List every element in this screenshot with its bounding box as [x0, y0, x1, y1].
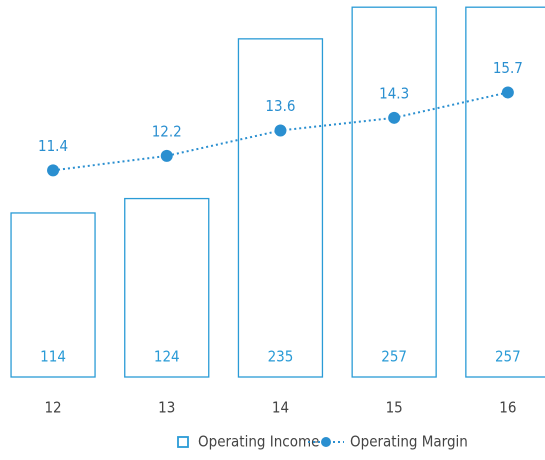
- x-tick-label: 12: [44, 399, 61, 417]
- bar-value-label: 257: [381, 348, 407, 366]
- line-value-label: 13.6: [265, 97, 295, 115]
- x-tick-label: 16: [499, 399, 516, 417]
- bar: [237, 38, 324, 378]
- legend-swatch: [177, 436, 189, 448]
- legend-label: Operating Margin: [350, 433, 468, 451]
- bar-value-label: 114: [40, 348, 66, 366]
- bar: [351, 6, 437, 378]
- line-marker: [274, 124, 287, 137]
- line-marker: [501, 86, 514, 99]
- line-value-label: 14.3: [379, 84, 409, 102]
- bar-value-label: 124: [154, 348, 180, 366]
- bar: [10, 212, 96, 378]
- bar-value-label: 257: [495, 348, 521, 366]
- x-tick-label: 14: [272, 399, 289, 417]
- x-tick-label: 13: [158, 399, 175, 417]
- line-marker: [388, 111, 401, 124]
- line-value-label: 15.7: [493, 59, 523, 77]
- legend-label: Operating Income: [198, 433, 319, 451]
- line-marker: [160, 149, 173, 162]
- line-marker: [47, 164, 60, 177]
- line-value-label: 12.2: [152, 122, 182, 140]
- line-value-label: 11.4: [38, 137, 68, 155]
- legend-swatch-marker: [321, 437, 331, 447]
- bar-value-label: 235: [268, 348, 294, 366]
- x-tick-label: 15: [386, 399, 403, 417]
- bar: [124, 197, 210, 378]
- bar: [465, 6, 545, 378]
